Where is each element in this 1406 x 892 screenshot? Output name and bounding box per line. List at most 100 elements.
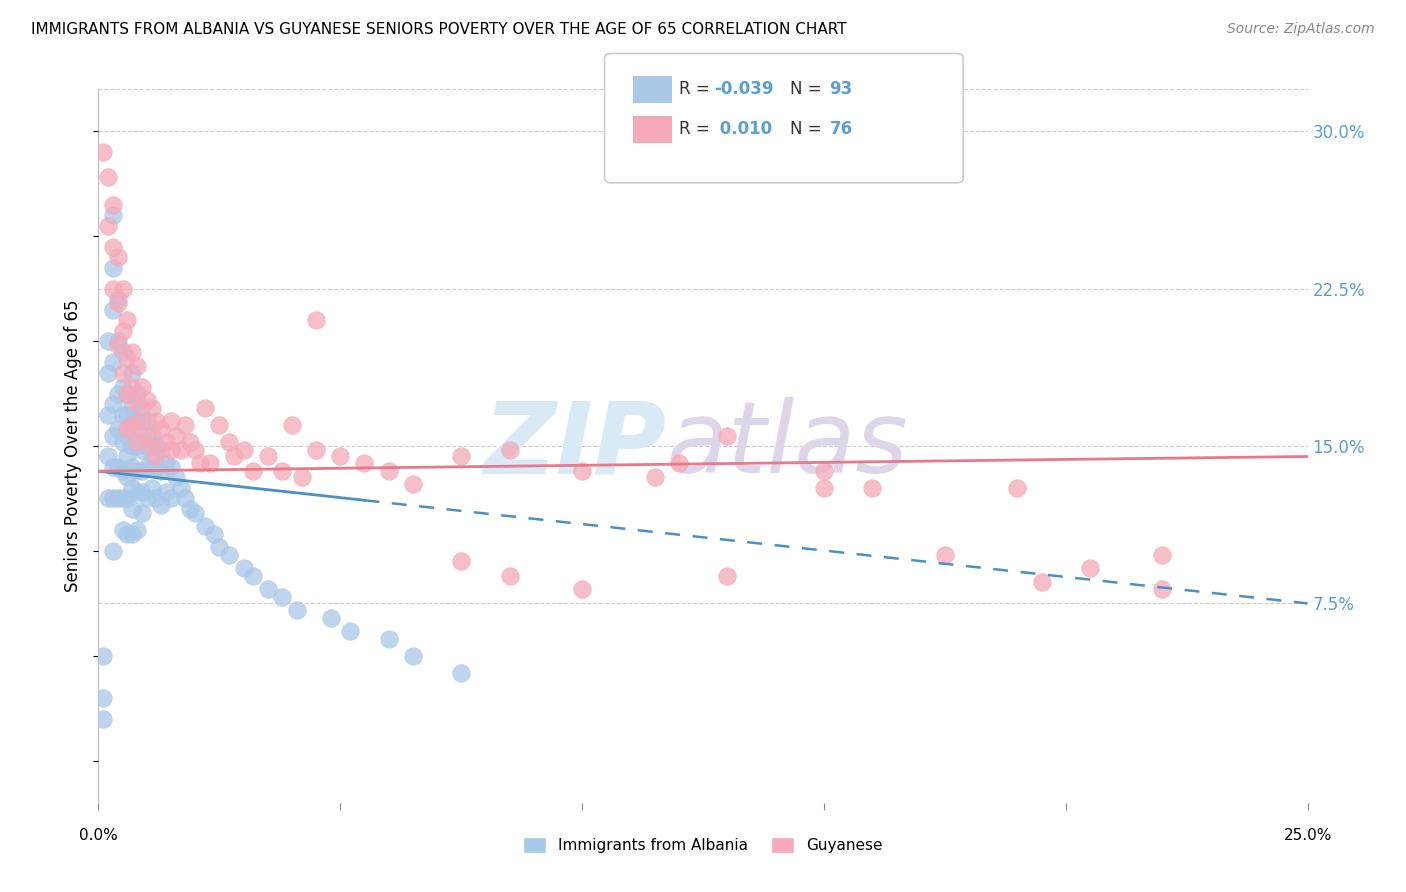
- Point: [117, 491, 139, 506]
- Point: [101, 355, 124, 369]
- Point: [145, 439, 167, 453]
- Point: [127, 523, 149, 537]
- Point: [150, 498, 173, 512]
- Point: [179, 502, 201, 516]
- Point: [117, 351, 139, 365]
- Point: [97, 334, 120, 348]
- Point: [121, 414, 143, 428]
- Point: [97, 366, 120, 380]
- Point: [97, 219, 120, 233]
- Point: [97, 491, 120, 506]
- Point: [127, 386, 149, 401]
- Point: [934, 548, 956, 562]
- Point: [813, 481, 835, 495]
- Point: [111, 464, 134, 478]
- Point: [232, 560, 254, 574]
- Point: [204, 527, 226, 541]
- Point: [141, 428, 163, 442]
- Point: [131, 380, 153, 394]
- Point: [319, 611, 342, 625]
- Point: [232, 443, 254, 458]
- Point: [121, 417, 143, 432]
- Point: [117, 313, 139, 327]
- Point: [141, 401, 163, 416]
- Point: [121, 527, 143, 541]
- Point: [117, 450, 139, 464]
- Point: [155, 434, 177, 449]
- Point: [716, 569, 738, 583]
- Text: ZIP: ZIP: [484, 398, 666, 494]
- Point: [150, 422, 173, 436]
- Point: [271, 464, 294, 478]
- Point: [117, 470, 139, 484]
- Point: [141, 439, 163, 453]
- Point: [107, 250, 129, 264]
- Point: [242, 464, 264, 478]
- Point: [184, 506, 207, 520]
- Point: [127, 397, 149, 411]
- Point: [1152, 582, 1174, 596]
- Point: [127, 414, 149, 428]
- Point: [107, 491, 129, 506]
- Point: [107, 386, 129, 401]
- Point: [222, 450, 245, 464]
- Point: [256, 582, 278, 596]
- Point: [281, 417, 304, 432]
- Point: [135, 428, 157, 442]
- Point: [150, 464, 173, 478]
- Point: [91, 145, 114, 160]
- Point: [174, 491, 197, 506]
- Point: [145, 414, 167, 428]
- Point: [218, 434, 240, 449]
- Point: [150, 443, 173, 458]
- Point: [194, 518, 217, 533]
- Point: [305, 443, 328, 458]
- Point: [450, 665, 472, 680]
- Point: [135, 491, 157, 506]
- Point: [339, 624, 361, 638]
- Point: [141, 450, 163, 464]
- Point: [101, 460, 124, 475]
- Point: [111, 344, 134, 359]
- Text: 25.0%: 25.0%: [1284, 828, 1331, 843]
- Point: [101, 197, 124, 211]
- Point: [97, 170, 120, 185]
- Point: [145, 450, 167, 464]
- Point: [184, 443, 207, 458]
- Point: [208, 417, 231, 432]
- Point: [131, 414, 153, 428]
- Point: [111, 380, 134, 394]
- Point: [179, 434, 201, 449]
- Point: [127, 464, 149, 478]
- Point: [716, 428, 738, 442]
- Point: [121, 460, 143, 475]
- Point: [117, 408, 139, 422]
- Point: [160, 491, 183, 506]
- Point: [155, 485, 177, 500]
- Point: [644, 470, 666, 484]
- Point: [305, 313, 328, 327]
- Point: [101, 397, 124, 411]
- Point: [131, 443, 153, 458]
- Point: [135, 414, 157, 428]
- Point: [111, 408, 134, 422]
- Point: [97, 450, 120, 464]
- Point: [117, 527, 139, 541]
- Text: R =: R =: [679, 120, 720, 138]
- Point: [111, 491, 134, 506]
- Point: [160, 443, 183, 458]
- Text: Source: ZipAtlas.com: Source: ZipAtlas.com: [1227, 22, 1375, 37]
- Text: 93: 93: [830, 80, 853, 98]
- Point: [169, 443, 191, 458]
- Point: [402, 648, 425, 663]
- Point: [121, 366, 143, 380]
- Point: [131, 485, 153, 500]
- Point: [131, 464, 153, 478]
- Point: [165, 428, 187, 442]
- Point: [101, 544, 124, 558]
- Point: [145, 460, 167, 475]
- Y-axis label: Seniors Poverty Over the Age of 65: Seniors Poverty Over the Age of 65: [65, 300, 83, 592]
- Point: [111, 324, 134, 338]
- Point: [127, 485, 149, 500]
- Legend: Immigrants from Albania, Guyanese: Immigrants from Albania, Guyanese: [517, 831, 889, 859]
